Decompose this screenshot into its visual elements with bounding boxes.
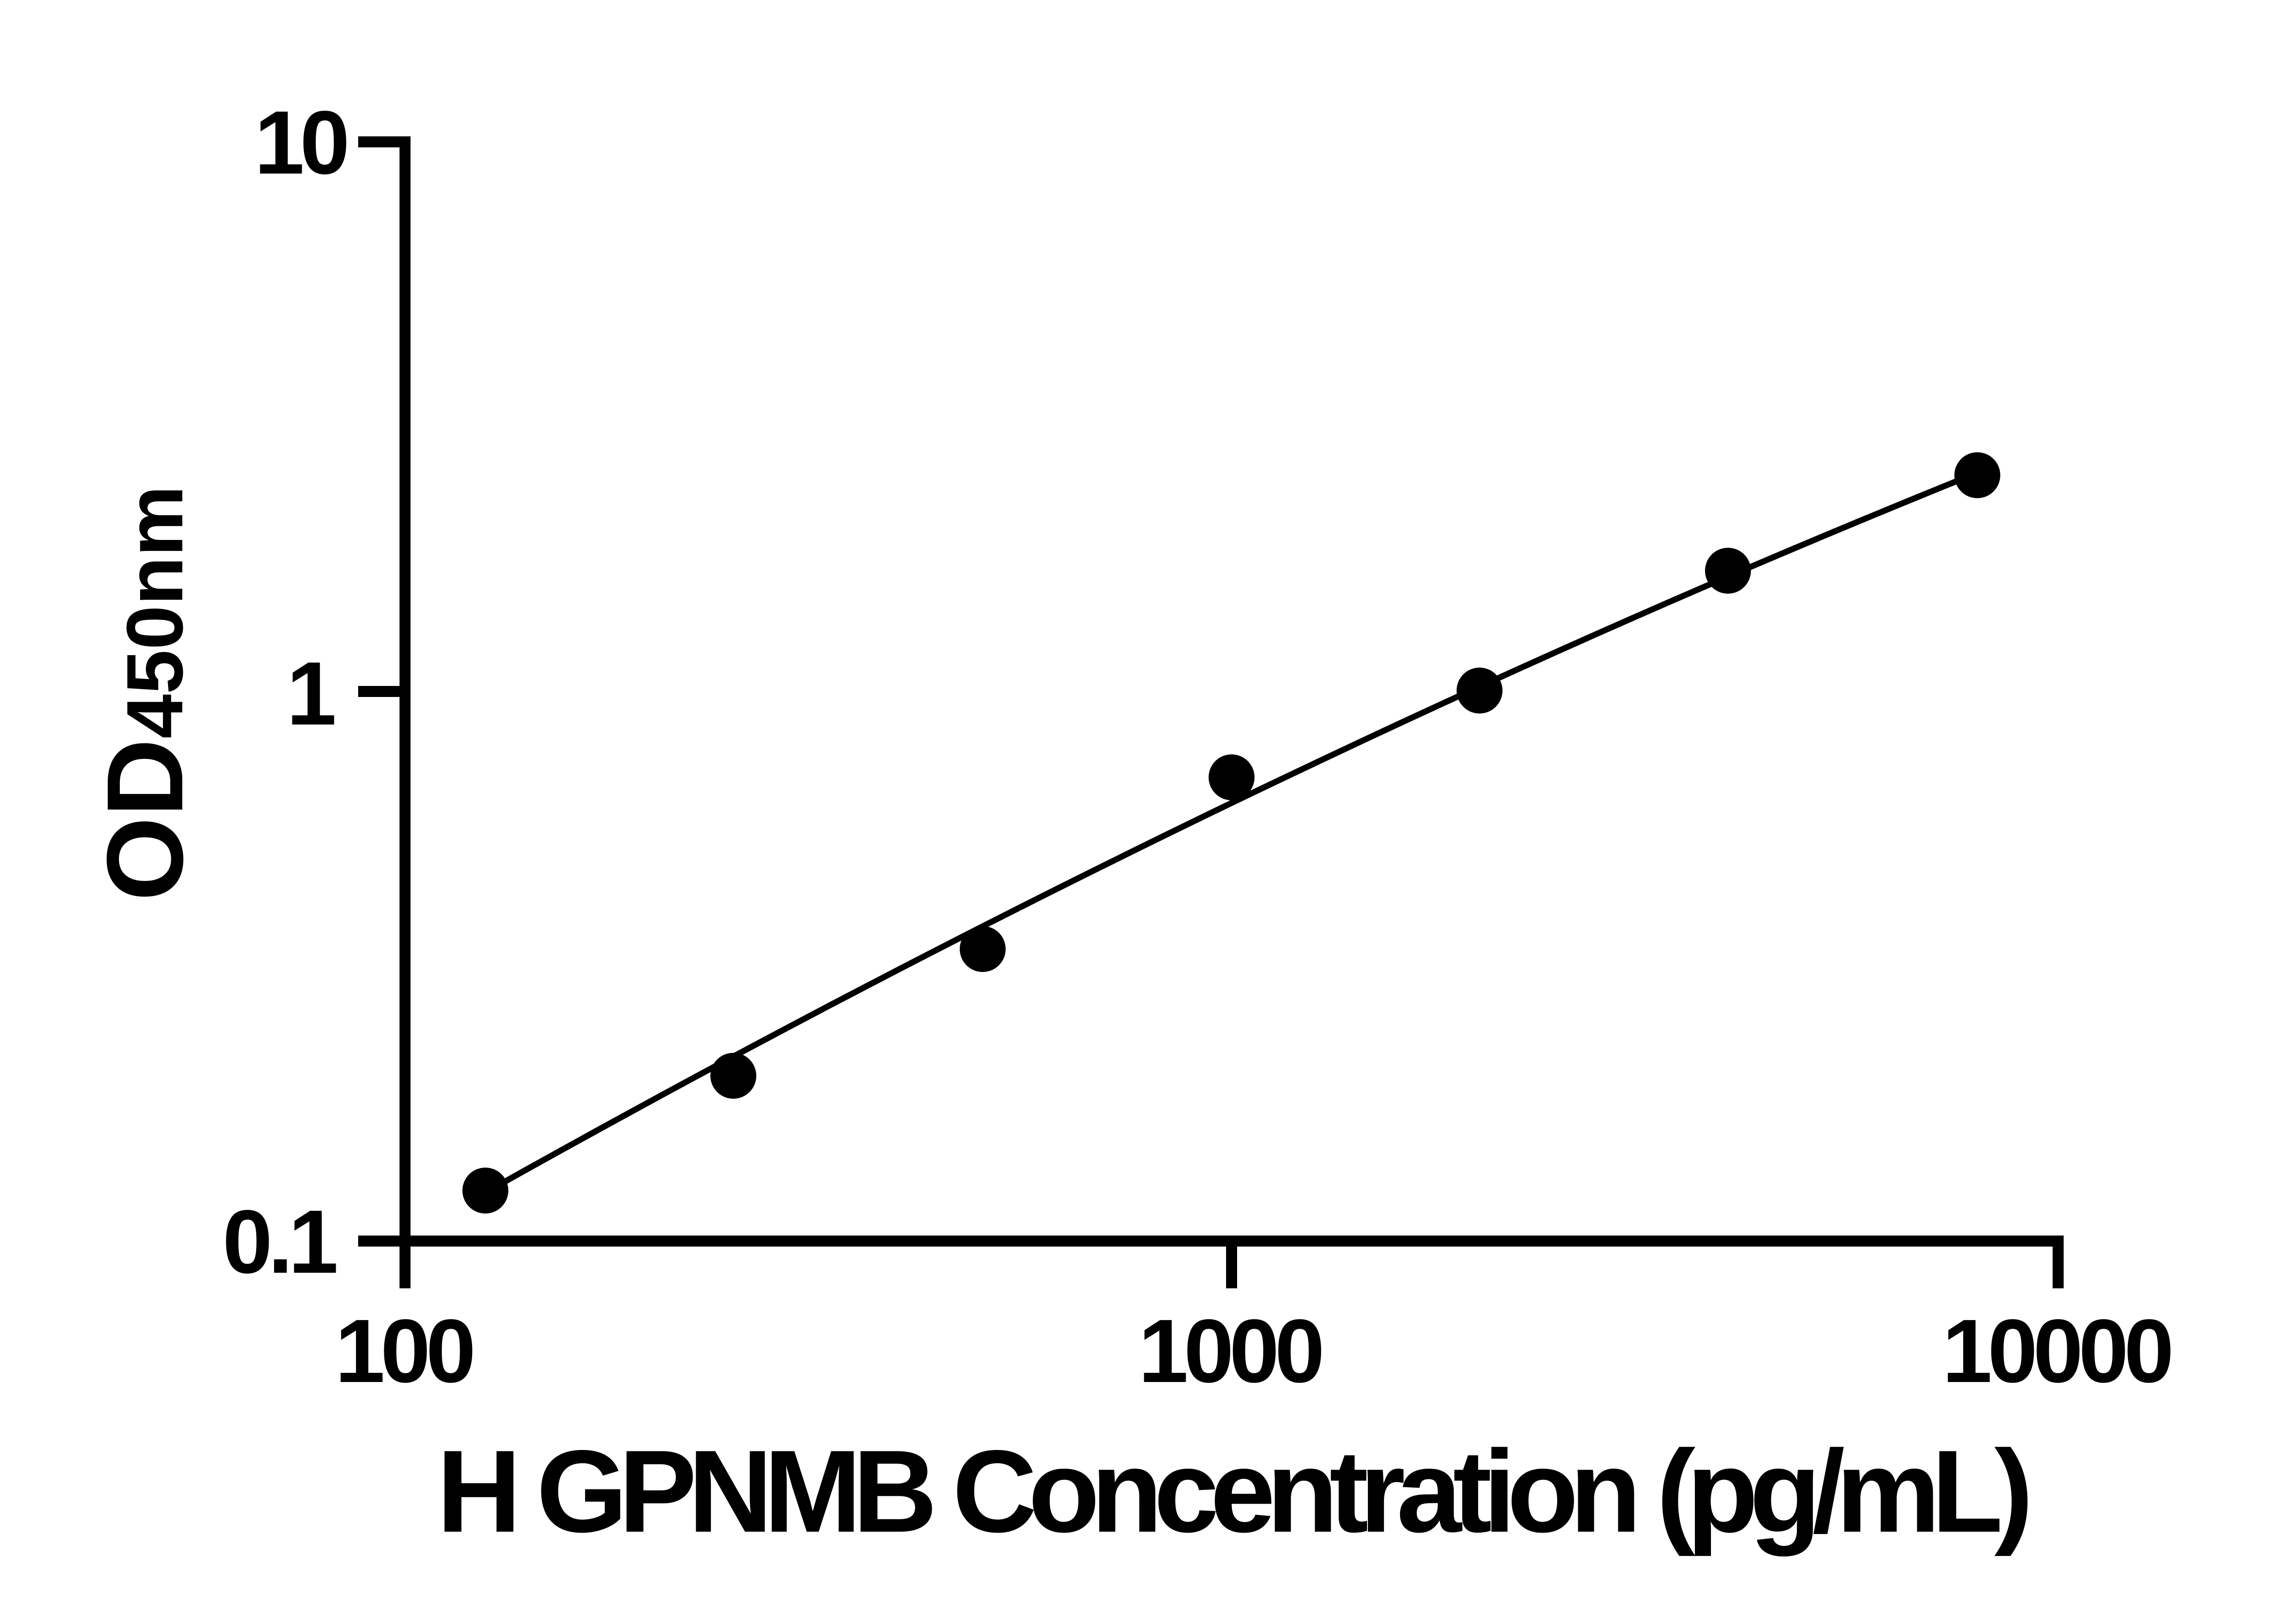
svg-text:10000: 10000 (1942, 1301, 2170, 1401)
svg-text:1: 1 (287, 643, 334, 744)
svg-text:H GPNMB Concentration (pg/mL): H GPNMB Concentration (pg/mL) (437, 1426, 2028, 1557)
svg-text:100: 100 (335, 1301, 472, 1401)
svg-text:1000: 1000 (1138, 1301, 1321, 1401)
svg-text:0.1: 0.1 (223, 1191, 336, 1292)
svg-text:10: 10 (254, 92, 346, 193)
svg-text:OD450nm: OD450nm (84, 485, 206, 901)
